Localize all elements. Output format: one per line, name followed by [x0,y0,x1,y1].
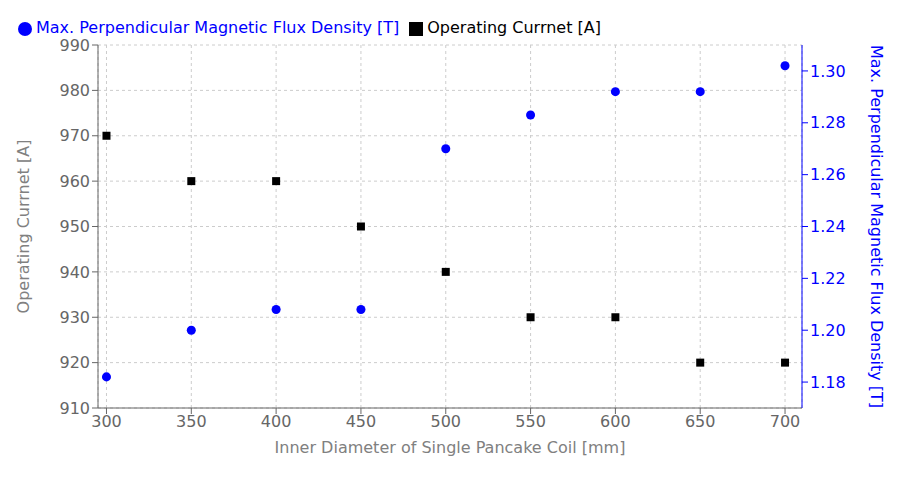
svg-text:1.30: 1.30 [810,62,846,81]
svg-text:600: 600 [600,412,631,431]
svg-text:1.28: 1.28 [810,113,846,132]
svg-text:650: 650 [685,412,716,431]
svg-text:970: 970 [59,126,90,145]
svg-text:Max. Perpendicular Magnetic Fl: Max. Perpendicular Magnetic Flux Density… [867,45,886,408]
svg-text:950: 950 [59,217,90,236]
svg-text:Operating Currnet [A]: Operating Currnet [A] [14,140,33,314]
svg-text:1.26: 1.26 [810,165,846,184]
svg-text:Inner Diameter of Single Panca: Inner Diameter of Single Pancake Coil [m… [275,438,626,457]
svg-text:350: 350 [176,412,207,431]
svg-text:910: 910 [59,399,90,418]
svg-text:1.24: 1.24 [810,217,846,236]
svg-text:1.20: 1.20 [810,321,846,340]
svg-text:400: 400 [261,412,292,431]
svg-text:980: 980 [59,81,90,100]
html-text:Operating Currnet [A]: Operating Currnet [A] [427,18,601,37]
svg-text:500: 500 [430,412,461,431]
svg-text:550: 550 [515,412,546,431]
svg-text:940: 940 [59,263,90,282]
svg-text:450: 450 [346,412,377,431]
svg-text:300: 300 [91,412,122,431]
svg-text:990: 990 [59,36,90,55]
svg-text:1.18: 1.18 [810,373,846,392]
svg-text:920: 920 [59,353,90,372]
svg-text:700: 700 [770,412,801,431]
svg-text:960: 960 [59,172,90,191]
html-text:Max. Perpendicular Magnetic Fl: Max. Perpendicular Magnetic Flux Density… [36,18,400,37]
svg-text:930: 930 [59,308,90,327]
svg-text:1.22: 1.22 [810,269,846,288]
